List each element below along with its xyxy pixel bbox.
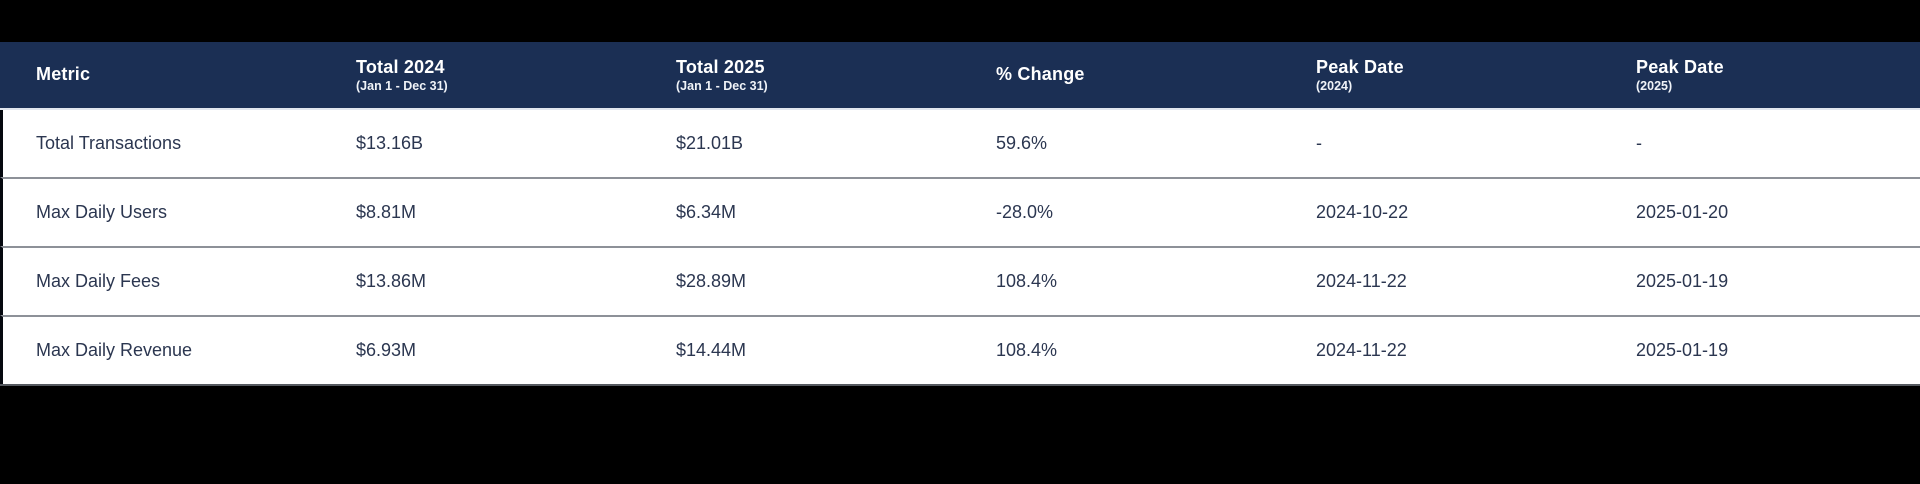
table-row: Total Transactions $13.16B $21.01B 59.6% - - bbox=[0, 110, 1920, 177]
column-header-label: Peak Date bbox=[1636, 56, 1724, 77]
cell-total-2024: $6.93M bbox=[356, 340, 417, 360]
cell-peak-2024: 2024-11-22 bbox=[1316, 271, 1407, 291]
cell-pct-change: -28.0% bbox=[996, 202, 1054, 222]
cell-peak-2025: 2025-01-19 bbox=[1636, 271, 1729, 291]
column-header-sublabel: (Jan 1 - Dec 31) bbox=[356, 78, 448, 93]
cell-total-2024: $8.81M bbox=[356, 202, 417, 222]
cell-total-2025: $21.01B bbox=[676, 133, 744, 153]
cell-peak-2025: 2025-01-20 bbox=[1636, 202, 1729, 222]
table-body: Total Transactions $13.16B $21.01B 59.6% - - M… bbox=[0, 110, 1920, 386]
column-header-total-2024: Total 2024 (Jan 1 - Dec 31) bbox=[320, 57, 640, 93]
cell-total-2025: $14.44M bbox=[676, 340, 747, 360]
cell-metric: Max Daily Fees bbox=[36, 271, 161, 291]
column-header-label: Total 2024 bbox=[356, 56, 445, 77]
cell-peak-2024: 2024-10-22 bbox=[1316, 202, 1409, 222]
cell-pct-change: 59.6% bbox=[996, 133, 1048, 153]
cell-pct-change: 108.4% bbox=[996, 271, 1058, 291]
column-header-label: % Change bbox=[996, 64, 1085, 85]
metrics-comparison-table: Metric Total 2024 (Jan 1 - Dec 31) Total… bbox=[0, 42, 1920, 386]
cell-total-2024: $13.16B bbox=[356, 133, 424, 153]
column-header-label: Total 2025 bbox=[676, 56, 765, 77]
table-header-row: Metric Total 2024 (Jan 1 - Dec 31) Total… bbox=[0, 42, 1920, 110]
column-header-peak-date-2025: Peak Date (2025) bbox=[1600, 57, 1920, 93]
column-header-peak-date-2024: Peak Date (2024) bbox=[1280, 57, 1600, 93]
cell-peak-2024: 2024-11-22 bbox=[1316, 340, 1407, 360]
cell-total-2025: $6.34M bbox=[676, 202, 737, 222]
cell-peak-2024: - bbox=[1316, 133, 1322, 153]
column-header-total-2025: Total 2025 (Jan 1 - Dec 31) bbox=[640, 57, 960, 93]
table-row: Max Daily Fees $13.86M $28.89M 108.4% 2024-1… bbox=[0, 246, 1920, 315]
column-header-label: Peak Date bbox=[1316, 56, 1404, 77]
column-header-sublabel: (2024) bbox=[1316, 78, 1353, 93]
table-row: Max Daily Revenue $6.93M $14.44M 108.4% 2024… bbox=[0, 315, 1920, 384]
column-header-label: Metric bbox=[36, 64, 91, 85]
column-header-sublabel: (2025) bbox=[1636, 78, 1673, 93]
cell-peak-2025: 2025-01-19 bbox=[1636, 340, 1729, 360]
column-header-sublabel: (Jan 1 - Dec 31) bbox=[676, 78, 768, 93]
cell-total-2025: $28.89M bbox=[676, 271, 747, 291]
table-row: Max Daily Users $8.81M $6.34M -28.0% 2024-10… bbox=[0, 177, 1920, 246]
column-header-metric: Metric bbox=[0, 64, 320, 86]
cell-peak-2025: - bbox=[1636, 133, 1642, 153]
cell-pct-change: 108.4% bbox=[996, 340, 1058, 360]
cell-metric: Total Transactions bbox=[36, 133, 182, 153]
cell-total-2024: $13.86M bbox=[356, 271, 427, 291]
cell-metric: Max Daily Users bbox=[36, 202, 168, 222]
cell-metric: Max Daily Revenue bbox=[36, 340, 193, 360]
column-header-pct-change: % Change bbox=[960, 64, 1280, 86]
